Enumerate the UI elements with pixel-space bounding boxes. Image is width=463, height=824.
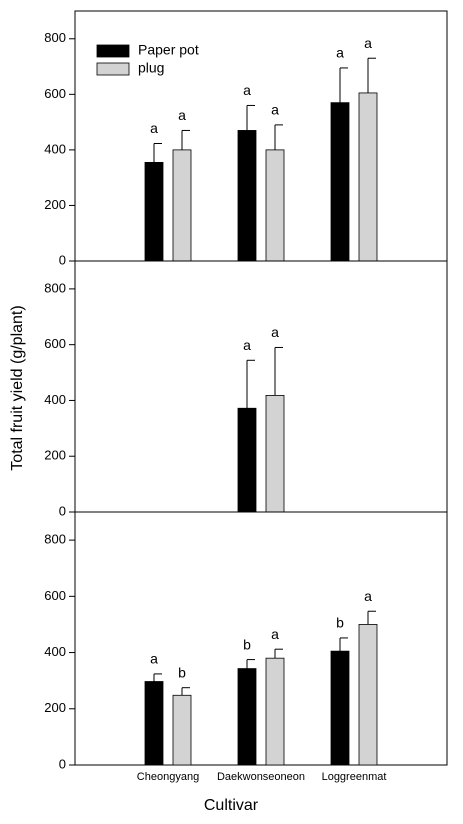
plot-frame xyxy=(74,511,448,766)
significance-letter: b xyxy=(243,636,251,652)
bar xyxy=(172,149,192,262)
y-tick-label: 800 xyxy=(44,280,66,295)
y-tick-label: 600 xyxy=(44,588,66,603)
y-tick-label: 600 xyxy=(44,86,66,101)
x-tick-label: Cheongyang xyxy=(137,771,199,783)
x-axis-label: Cultivar xyxy=(204,797,259,814)
legend-swatch xyxy=(96,44,130,58)
significance-letter: a xyxy=(178,107,186,123)
bar xyxy=(144,161,164,262)
y-tick-label: 0 xyxy=(59,756,66,771)
bar xyxy=(172,694,192,766)
y-tick-label: 200 xyxy=(44,448,66,463)
y-tick-label: 200 xyxy=(44,197,66,212)
significance-letter: a xyxy=(271,102,279,118)
y-tick-label: 800 xyxy=(44,532,66,547)
legend-label: Paper pot xyxy=(138,42,199,58)
plot-frame xyxy=(74,260,448,513)
significance-letter: a xyxy=(150,120,158,136)
y-tick-label: 0 xyxy=(59,503,66,518)
significance-letter: a xyxy=(150,651,158,667)
bar xyxy=(358,624,378,766)
bar xyxy=(237,130,257,262)
y-tick-label: 400 xyxy=(44,141,66,156)
plot-frame xyxy=(74,10,448,262)
significance-letter: a xyxy=(271,626,279,642)
bar xyxy=(265,149,285,262)
y-tick-label: 600 xyxy=(44,336,66,351)
significance-letter: a xyxy=(364,588,372,604)
x-tick-label: Loggreenmat xyxy=(322,771,387,783)
y-tick-label: 400 xyxy=(44,644,66,659)
y-tick-label: 200 xyxy=(44,700,66,715)
bar xyxy=(330,102,350,262)
y-tick-label: 400 xyxy=(44,392,66,407)
significance-letter: a xyxy=(336,45,344,61)
y-tick-label: 800 xyxy=(44,30,66,45)
bar xyxy=(237,668,257,766)
legend-label: plug xyxy=(138,60,164,76)
significance-letter: b xyxy=(336,615,344,631)
bar xyxy=(330,650,350,766)
significance-letter: a xyxy=(243,82,251,98)
bar xyxy=(144,681,164,766)
legend-swatch xyxy=(96,62,130,76)
significance-letter: a xyxy=(364,35,372,51)
x-tick-label: Daekwonseoneon xyxy=(217,771,305,783)
significance-letter: b xyxy=(178,664,186,680)
y-tick-label: 0 xyxy=(59,252,66,267)
significance-letter: a xyxy=(243,337,251,353)
y-axis-label: Total fruit yield (g/plant) xyxy=(9,305,26,470)
bar xyxy=(265,657,285,766)
significance-letter: a xyxy=(271,324,279,340)
bar xyxy=(237,407,257,513)
bar xyxy=(358,92,378,262)
bar xyxy=(265,395,285,513)
